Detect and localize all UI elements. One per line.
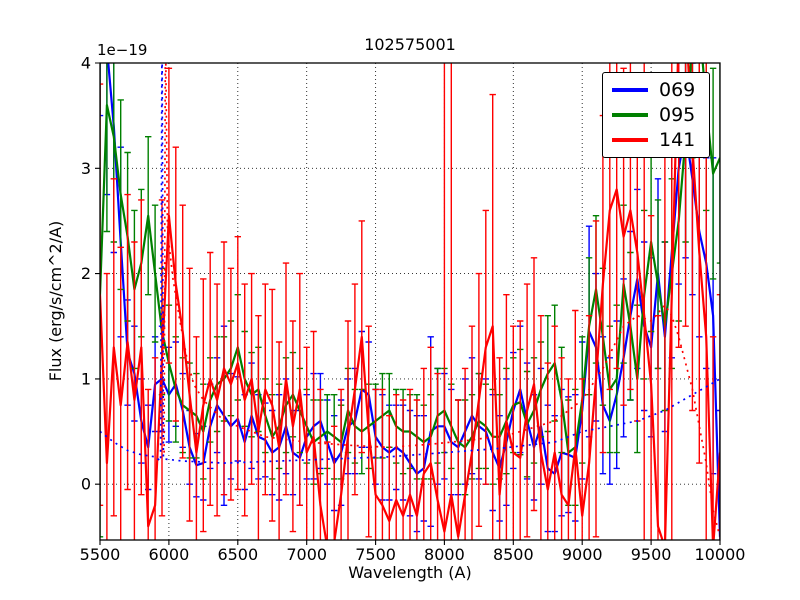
legend-entry-095: 095 [612, 105, 700, 125]
legend-entry-label: 141 [659, 128, 696, 151]
x-tick-label: 9000 [562, 545, 603, 564]
axes-frame [99, 62, 721, 541]
x-tick-label: 7000 [286, 545, 327, 564]
tick-labels: 5500 6000 6500 7000 7500 8000 8500 9000 9500 1000… [80, 54, 746, 565]
legend-entry-label: 095 [659, 103, 696, 126]
x-tick-label: 10000 [695, 545, 746, 564]
x-tick-label: 7500 [355, 545, 396, 564]
x-tick-label: 8500 [493, 545, 534, 564]
y-axis-offset-label: 1e−19 [97, 41, 148, 59]
data-layer [100, 63, 720, 540]
y-tick-label: 2 [81, 264, 91, 283]
overlay-069-dotted [100, 63, 720, 464]
x-axis-label: Wavelength (A) [348, 563, 472, 582]
y-axis-label: Flux (erg/s/cm^2/A) [46, 220, 65, 382]
legend-entry-label: 069 [659, 79, 696, 102]
y-tick-label: 0 [81, 475, 91, 494]
legend: 069 095 141 [602, 72, 710, 158]
series-141-line [100, 63, 720, 540]
tick-marks [95, 62, 721, 545]
x-tick-label: 9500 [631, 545, 672, 564]
x-tick-label: 6500 [217, 545, 258, 564]
legend-line-sample [612, 137, 648, 142]
legend-line-sample [612, 88, 648, 93]
x-tick-label: 5500 [80, 545, 121, 564]
x-tick-label: 8000 [424, 545, 465, 564]
y-tick-label: 1 [81, 369, 91, 388]
x-tick-label: 6000 [149, 545, 190, 564]
overlay-141-dotted [163, 63, 720, 532]
plot-title: 102575001 [364, 35, 456, 54]
legend-line-sample [612, 112, 648, 117]
y-tick-label: 3 [81, 159, 91, 178]
y-tick-label: 4 [81, 54, 91, 73]
legend-entry-141: 141 [612, 130, 700, 150]
legend-entry-069: 069 [612, 80, 700, 100]
